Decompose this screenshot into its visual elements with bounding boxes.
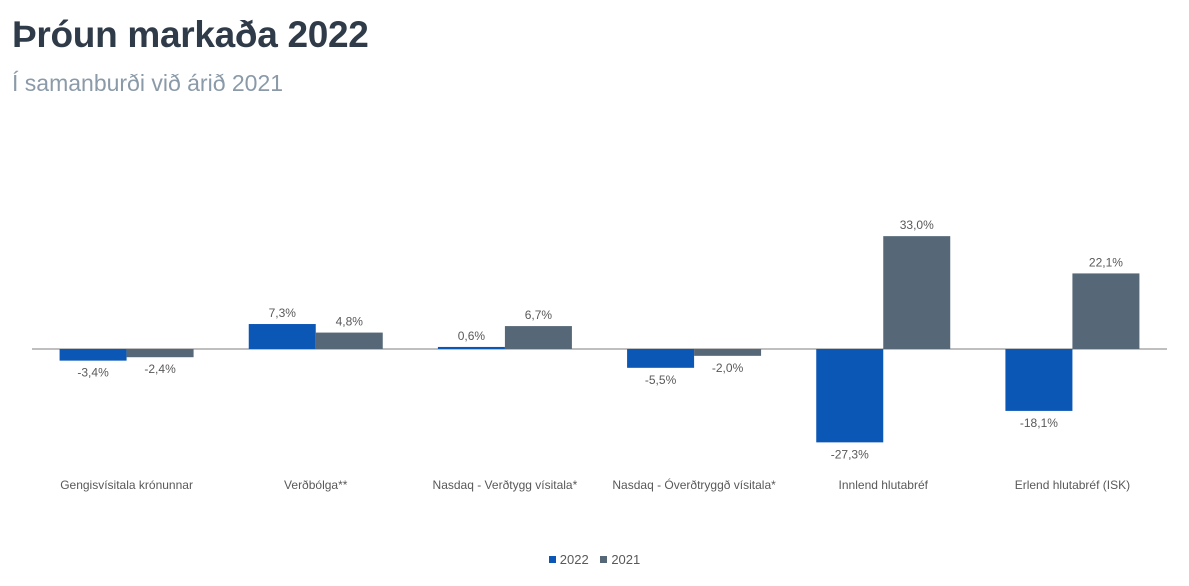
legend-swatch-2022 — [548, 556, 556, 563]
category-label-2: Nasdaq - Verðtygg vísitala* — [433, 478, 578, 492]
legend-label-2021: 2021 — [611, 552, 641, 567]
data-label-2021-0: -2,4% — [144, 362, 176, 376]
bar-chart: -3,4% -2,4% Gengisvísitala krónunnar 7,3% 4,… — [32, 218, 1167, 492]
bar-2022-1 — [248, 324, 316, 349]
data-label-2021-3: -2,0% — [712, 361, 744, 375]
data-label-2022-1: 7,3% — [269, 306, 297, 320]
chart-subtitle: Í samanburði við árið 2021 — [12, 70, 284, 96]
data-label-2021-2: 6,7% — [525, 308, 553, 322]
data-label-2021-5: 22,1% — [1089, 255, 1123, 269]
data-label-2022-4: -27,3% — [831, 447, 869, 461]
category-label-4: Innlend hlutabréf — [839, 478, 929, 492]
bar-2022-3 — [627, 349, 695, 368]
legend-item-2022: 2022 — [548, 552, 589, 567]
legend-swatch-2021 — [600, 556, 608, 563]
bar-2021-1 — [315, 332, 383, 349]
data-label-2022-3: -5,5% — [645, 373, 677, 387]
legend-item-2021: 2021 — [600, 552, 640, 567]
chart-title: Þróun markaða 2022 — [12, 14, 369, 55]
bar-2021-2 — [504, 326, 572, 349]
bar-2022-4 — [816, 349, 884, 443]
bar-2021-4 — [883, 236, 951, 349]
chart-legend: 2022 2021 — [0, 551, 1189, 567]
category-label-3: Nasdaq - Óverðtryggð vísitala* — [612, 477, 776, 492]
bar-2021-5 — [1072, 273, 1140, 349]
data-label-2022-2: 0,6% — [458, 329, 486, 343]
bar-2021-3 — [694, 349, 762, 356]
data-label-2022-5: -18,1% — [1020, 416, 1058, 430]
bar-2022-2 — [437, 346, 505, 349]
bar-2022-5 — [1005, 349, 1073, 411]
data-label-2021-1: 4,8% — [336, 315, 364, 329]
category-label-1: Verðbólga** — [284, 478, 348, 492]
legend-label-2022: 2022 — [559, 552, 589, 567]
data-label-2022-0: -3,4% — [77, 366, 109, 380]
category-label-5: Erlend hlutabréf (ISK) — [1015, 478, 1130, 492]
category-label-0: Gengisvísitala krónunnar — [60, 478, 193, 492]
data-label-2021-4: 33,0% — [900, 218, 934, 232]
bar-2022-0 — [59, 349, 127, 361]
bar-2021-0 — [126, 349, 194, 358]
